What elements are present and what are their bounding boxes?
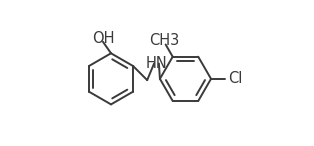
Text: HN: HN <box>145 56 167 71</box>
Text: Cl: Cl <box>228 71 242 86</box>
Text: CH3: CH3 <box>149 33 179 48</box>
Text: OH: OH <box>92 31 115 46</box>
